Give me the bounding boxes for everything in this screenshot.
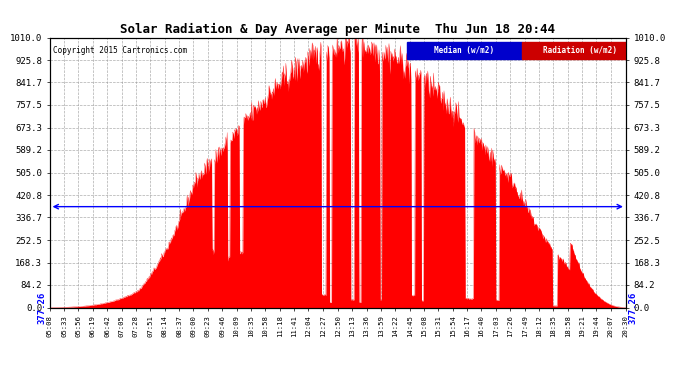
Text: 377.26: 377.26 bbox=[629, 291, 638, 324]
Title: Solar Radiation & Day Average per Minute  Thu Jun 18 20:44: Solar Radiation & Day Average per Minute… bbox=[120, 23, 555, 36]
FancyBboxPatch shape bbox=[522, 42, 638, 59]
Text: 377.26: 377.26 bbox=[38, 291, 47, 324]
Text: Copyright 2015 Cartronics.com: Copyright 2015 Cartronics.com bbox=[52, 46, 187, 55]
Text: Median (w/m2): Median (w/m2) bbox=[435, 46, 495, 55]
FancyBboxPatch shape bbox=[407, 42, 522, 59]
Text: Radiation (w/m2): Radiation (w/m2) bbox=[543, 46, 617, 55]
